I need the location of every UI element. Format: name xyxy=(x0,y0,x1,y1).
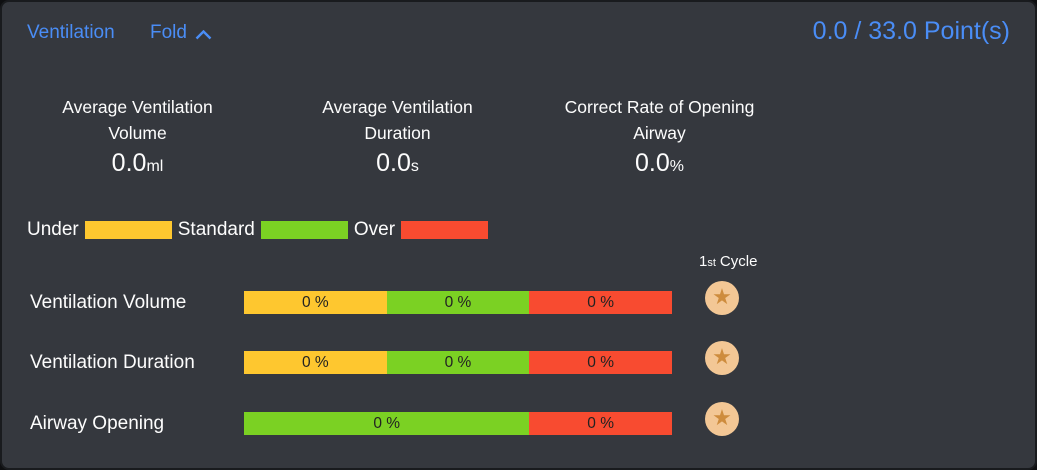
bar-segment-over: 0 % xyxy=(529,351,672,374)
star-badge: ★ xyxy=(705,341,739,375)
star-badge: ★ xyxy=(705,402,739,436)
segment-percent: 0 % xyxy=(373,414,401,432)
stat-title-line2: Airway xyxy=(633,123,686,143)
legend-swatch-standard xyxy=(260,221,348,239)
stat-unit: % xyxy=(669,158,684,175)
bar-segment-standard: 0 % xyxy=(386,351,530,374)
row-label: Ventilation Duration xyxy=(30,352,195,373)
segment-percent: 0 % xyxy=(301,293,329,311)
legend-label-under: Under xyxy=(27,219,79,240)
segment-percent: 0 % xyxy=(587,353,614,371)
bar-segment-over: 0 % xyxy=(529,291,672,314)
stat-unit: ml xyxy=(146,158,164,175)
metric-row-ventilation-duration: Ventilation Duration 0 % 0 % 0 % ★ xyxy=(2,341,1035,381)
fold-label: Fold xyxy=(150,22,187,43)
stat-value: 0.0% xyxy=(635,149,684,177)
bar-segment-over: 0 % xyxy=(529,412,672,435)
distribution-bar: 0 % 0 % xyxy=(244,412,672,435)
stat-title-line1: Average Ventilation xyxy=(322,97,473,117)
segment-percent: 0 % xyxy=(587,414,615,432)
metric-row-airway-opening: Airway Opening 0 % 0 % ★ xyxy=(2,402,1035,442)
bar-segment-under: 0 % xyxy=(244,351,387,374)
segment-percent: 0 % xyxy=(301,353,329,371)
segment-percent: 0 % xyxy=(444,353,472,371)
fold-toggle[interactable]: Fold xyxy=(150,22,212,44)
legend: Under Standard Over xyxy=(27,219,489,241)
stat-title-line1: Correct Rate of Opening xyxy=(564,97,755,117)
bar-segment-standard: 0 % xyxy=(244,412,530,435)
star-icon: ★ xyxy=(712,405,732,430)
stat-title-line1: Average Ventilation xyxy=(62,97,213,117)
segment-percent: 0 % xyxy=(444,293,472,311)
row-label: Airway Opening xyxy=(30,413,165,434)
segment-percent: 0 % xyxy=(587,293,614,311)
chevron-up-icon xyxy=(195,29,212,39)
metric-row-ventilation-volume: Ventilation Volume 0 % 0 % 0 % ★ xyxy=(2,281,1035,321)
star-icon: ★ xyxy=(712,344,732,369)
bar-segment-standard: 0 % xyxy=(386,291,530,314)
cycle-number: 1 xyxy=(699,253,708,270)
stat-title-line2: Duration xyxy=(364,123,431,143)
stat-title-line2: Volume xyxy=(108,123,167,143)
points-score: 0.0 / 33.0 Point(s) xyxy=(812,17,1010,45)
distribution-bar: 0 % 0 % 0 % xyxy=(244,291,672,314)
star-icon: ★ xyxy=(712,284,732,309)
bar-segment-under: 0 % xyxy=(244,291,387,314)
cycle-ordinal: st xyxy=(707,257,716,269)
stat-average-ventilation-volume: Average Ventilation Volume 0.0ml xyxy=(10,94,265,182)
panel-title: Ventilation xyxy=(27,22,115,43)
stat-average-ventilation-duration: Average Ventilation Duration 0.0s xyxy=(270,94,525,182)
row-label: Ventilation Volume xyxy=(30,292,187,313)
stat-correct-rate-opening-airway: Correct Rate of Opening Airway 0.0% xyxy=(532,94,787,182)
legend-swatch-over xyxy=(401,221,489,239)
stat-value: 0.0s xyxy=(376,149,419,177)
cycle-word: Cycle xyxy=(719,253,758,270)
legend-label-standard: Standard xyxy=(177,219,255,240)
distribution-bar: 0 % 0 % 0 % xyxy=(244,351,672,374)
legend-swatch-under xyxy=(84,221,172,239)
stat-value: 0.0ml xyxy=(111,149,164,177)
stat-unit: s xyxy=(410,158,419,175)
legend-label-over: Over xyxy=(353,219,396,240)
star-badge: ★ xyxy=(705,281,739,315)
cycle-column-header: 1st Cycle xyxy=(699,253,757,270)
